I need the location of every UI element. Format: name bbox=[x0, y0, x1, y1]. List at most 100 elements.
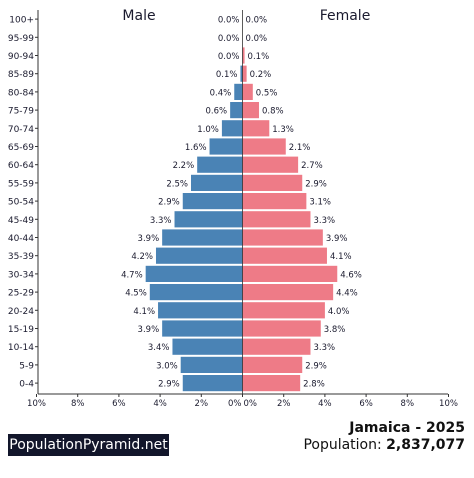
male-bar bbox=[209, 138, 243, 155]
x-tick-label-left: 4% bbox=[153, 399, 167, 409]
male-bar bbox=[230, 102, 243, 119]
age-group-label: 90-94 bbox=[8, 52, 34, 62]
site-brand[interactable]: PopulationPyramid.net bbox=[8, 434, 169, 456]
female-value-label: 2.9% bbox=[305, 179, 327, 189]
female-value-label: 3.1% bbox=[309, 198, 331, 208]
male-value-label: 3.4% bbox=[148, 343, 170, 353]
male-value-label: 2.2% bbox=[173, 161, 195, 171]
x-tick-label-right: 2% bbox=[277, 399, 291, 409]
male-value-label: 2.9% bbox=[158, 198, 180, 208]
female-bar bbox=[242, 302, 325, 319]
x-tick-label-right: 0% bbox=[244, 399, 258, 409]
male-value-label: 4.5% bbox=[125, 289, 147, 299]
male-bar bbox=[191, 174, 243, 191]
age-group-label: 35-39 bbox=[8, 252, 34, 262]
male-bar bbox=[182, 375, 243, 392]
female-header: Female bbox=[320, 8, 371, 24]
age-group-label: 75-79 bbox=[8, 107, 34, 117]
population-label: Population: bbox=[303, 437, 382, 453]
female-bar bbox=[242, 65, 247, 82]
male-bar bbox=[162, 320, 243, 337]
male-value-label: 4.2% bbox=[131, 252, 153, 262]
female-bar bbox=[242, 356, 303, 373]
male-bar bbox=[174, 211, 243, 228]
female-bar bbox=[242, 338, 311, 355]
age-group-label: 25-29 bbox=[8, 289, 34, 299]
male-bar bbox=[172, 338, 243, 355]
male-value-label: 1.0% bbox=[197, 125, 219, 135]
male-value-label: 0.4% bbox=[210, 88, 232, 98]
age-group-label: 20-24 bbox=[8, 307, 34, 317]
male-value-label: 2.5% bbox=[166, 179, 188, 189]
x-tick-label-left: 2% bbox=[195, 399, 209, 409]
female-bar bbox=[242, 375, 301, 392]
age-group-label: 50-54 bbox=[8, 198, 34, 208]
age-group-label: 85-89 bbox=[8, 70, 34, 80]
age-group-label: 10-14 bbox=[8, 343, 34, 353]
male-value-label: 3.0% bbox=[156, 361, 178, 371]
male-value-label: 0.1% bbox=[216, 70, 238, 80]
age-group-label: 0-4 bbox=[19, 380, 34, 390]
male-bar bbox=[197, 156, 243, 173]
age-group-label: 70-74 bbox=[8, 125, 34, 135]
male-value-label: 0.6% bbox=[206, 107, 228, 117]
female-value-label: 3.3% bbox=[313, 343, 335, 353]
female-value-label: 0.0% bbox=[246, 34, 268, 44]
male-bar bbox=[221, 120, 243, 137]
population-total: Population: 2,837,077 bbox=[303, 437, 465, 453]
male-value-label: 4.7% bbox=[121, 270, 143, 280]
male-bar bbox=[180, 356, 243, 373]
country-year-title: Jamaica - 2025 bbox=[349, 420, 465, 436]
x-tick-label-left: 8% bbox=[71, 399, 85, 409]
male-bar bbox=[149, 284, 243, 301]
female-bar bbox=[242, 284, 334, 301]
female-value-label: 4.1% bbox=[330, 252, 352, 262]
male-value-label: 0.0% bbox=[218, 52, 240, 62]
age-group-label: 45-49 bbox=[8, 216, 34, 226]
male-bar bbox=[158, 302, 243, 319]
female-value-label: 4.0% bbox=[328, 307, 350, 317]
male-bar bbox=[155, 247, 243, 264]
male-bar bbox=[234, 83, 243, 100]
female-value-label: 4.4% bbox=[336, 289, 358, 299]
female-bar bbox=[242, 193, 307, 210]
female-value-label: 3.3% bbox=[313, 216, 335, 226]
x-tick-label-left: 0% bbox=[228, 399, 242, 409]
female-value-label: 0.1% bbox=[248, 52, 270, 62]
x-tick-label-left: 6% bbox=[112, 399, 126, 409]
female-bar bbox=[242, 102, 259, 119]
female-bar bbox=[242, 156, 299, 173]
male-bar bbox=[162, 229, 243, 246]
female-bar bbox=[242, 47, 245, 64]
female-bar bbox=[242, 174, 303, 191]
female-value-label: 0.5% bbox=[256, 88, 278, 98]
female-value-label: 3.8% bbox=[324, 325, 346, 335]
female-value-label: 1.3% bbox=[272, 125, 294, 135]
age-group-label: 40-44 bbox=[8, 234, 34, 244]
female-value-label: 2.7% bbox=[301, 161, 323, 171]
female-value-label: 2.9% bbox=[305, 361, 327, 371]
male-value-label: 3.9% bbox=[138, 234, 160, 244]
male-bar bbox=[182, 193, 243, 210]
female-bar bbox=[242, 120, 270, 137]
male-value-label: 4.1% bbox=[133, 307, 155, 317]
female-value-label: 3.9% bbox=[326, 234, 348, 244]
female-bar bbox=[242, 83, 253, 100]
x-tick-label-right: 8% bbox=[401, 399, 415, 409]
male-bar bbox=[145, 265, 243, 282]
female-bar bbox=[242, 138, 286, 155]
male-bar bbox=[240, 65, 243, 82]
female-value-label: 4.6% bbox=[340, 270, 362, 280]
x-tick-label-right: 6% bbox=[359, 399, 373, 409]
age-group-label: 100+ bbox=[9, 16, 34, 26]
male-header: Male bbox=[122, 8, 155, 24]
female-bar bbox=[242, 247, 327, 264]
male-value-label: 2.9% bbox=[158, 380, 180, 390]
female-value-label: 2.1% bbox=[289, 143, 311, 153]
female-value-label: 2.8% bbox=[303, 380, 325, 390]
x-tick-label-left: 10% bbox=[27, 399, 46, 409]
age-group-label: 60-64 bbox=[8, 161, 34, 171]
age-group-label: 15-19 bbox=[8, 325, 34, 335]
female-bar bbox=[242, 265, 338, 282]
